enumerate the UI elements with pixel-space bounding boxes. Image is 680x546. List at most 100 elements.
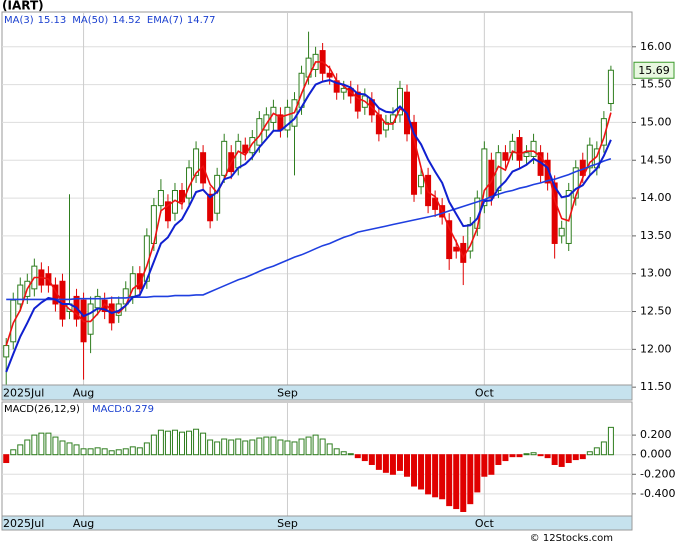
y-tick-label: -0.200 (640, 467, 675, 480)
macd-bar (164, 430, 171, 456)
macd-bar (214, 441, 221, 456)
macd-bar (586, 451, 593, 456)
x-tick-label: Sep (277, 517, 298, 530)
candle-body (3, 345, 10, 358)
candle-body (207, 193, 214, 222)
legend-text: 15.13 (38, 15, 67, 26)
macd-bar (453, 454, 460, 510)
candle-body (523, 152, 530, 157)
candle-body (411, 121, 418, 195)
macd-bar (488, 454, 495, 475)
macd-bar (396, 454, 403, 471)
macd-bar (171, 429, 178, 456)
macd-bar (122, 448, 129, 456)
x-tick-label: Sep (277, 387, 298, 400)
macd-bar (474, 454, 481, 493)
macd-bar (200, 432, 207, 456)
macd-bar (354, 454, 361, 459)
macd-bar (228, 439, 235, 456)
macd-bar (516, 454, 523, 458)
y-tick-label: -0.400 (640, 487, 675, 500)
macd-bar (150, 434, 157, 456)
indicator-title: MACD(26,12,9) (4, 404, 80, 415)
macd-bar (326, 443, 333, 456)
candle-body (544, 159, 551, 184)
macd-bar (256, 437, 263, 456)
macd-bar (551, 454, 558, 465)
plot-area (1, 401, 633, 517)
moving-average-line (5, 61, 612, 346)
candle-body (396, 87, 403, 116)
macd-bar (544, 454, 551, 459)
macd-bar (382, 454, 389, 473)
y-tick-label: 0.200 (640, 428, 672, 441)
legend-text: 14.77 (187, 15, 216, 26)
y-tick-label: 12.50 (640, 305, 672, 318)
candle-body (326, 72, 333, 78)
macd-bar (221, 438, 228, 456)
macd-bar (235, 438, 242, 456)
macd-bar (298, 438, 305, 456)
candle-body (586, 144, 593, 169)
macd-bar (38, 432, 45, 456)
macd-bar (143, 442, 150, 456)
macd-bar (530, 452, 537, 456)
candle-body (157, 190, 164, 207)
candle-body (600, 118, 607, 146)
macd-bar (593, 447, 600, 456)
macd-bar (17, 444, 24, 456)
candle-body (516, 137, 523, 161)
macd-bar (509, 454, 516, 458)
macd-bar (558, 454, 565, 467)
macd-bar (66, 442, 73, 456)
macd-bar (284, 440, 291, 456)
footer: © 12Stocks.com (530, 533, 613, 544)
candle-body (263, 114, 270, 131)
y-tick-label: 13.00 (640, 267, 672, 280)
legend-text: MA(50) (72, 15, 108, 26)
macd-bar (404, 454, 410, 477)
candle-body (242, 144, 249, 154)
macd-bar (347, 453, 354, 456)
macd-bar (3, 454, 10, 464)
macd-bar (425, 454, 432, 495)
x-axis-band (1, 515, 633, 531)
x-tick-label: Aug (73, 387, 94, 400)
macd-bar (389, 454, 396, 475)
macd-bar (193, 428, 200, 456)
macd-bar (80, 448, 87, 456)
macd-bar (129, 446, 136, 456)
y-tick-label: 12.00 (640, 342, 672, 355)
macd-bar (186, 430, 193, 456)
candle-body (17, 284, 24, 305)
macd-bar (439, 454, 446, 500)
x-tick-label: Oct (475, 517, 495, 530)
macd-bar (94, 447, 101, 456)
candle-body (164, 201, 171, 222)
ticker-title: (IART) (2, 0, 44, 13)
candle-body (382, 121, 389, 131)
macd-bar (108, 450, 115, 456)
x-tick-label: 2025Jul (3, 517, 44, 530)
candle-body (488, 159, 495, 199)
candle-body (481, 148, 488, 207)
last-price-label: 15.69 (638, 64, 670, 77)
x-tick-label: Aug (73, 517, 94, 530)
candle-body (558, 227, 565, 237)
macd-bar (333, 448, 340, 456)
candle-body (453, 246, 460, 252)
plot-area (1, 11, 633, 398)
macd-bar (179, 431, 185, 456)
macd-bar (263, 436, 270, 456)
macd-bar (207, 439, 214, 456)
macd-bar (73, 444, 80, 456)
legend-text: EMA(7) (147, 15, 183, 26)
macd-bar (607, 426, 614, 456)
macd-bar (87, 448, 94, 456)
macd-bar (136, 447, 143, 456)
macd-bar (502, 454, 509, 462)
macd-bar (446, 454, 453, 507)
legend-text: 14.52 (112, 15, 141, 26)
macd-bar (312, 434, 319, 456)
